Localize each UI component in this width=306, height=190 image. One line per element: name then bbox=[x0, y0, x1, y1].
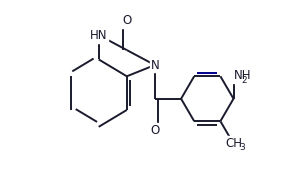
Text: 2: 2 bbox=[241, 76, 247, 85]
Text: O: O bbox=[122, 14, 131, 27]
Text: NH: NH bbox=[233, 69, 251, 82]
Text: 3: 3 bbox=[240, 143, 245, 152]
Text: O: O bbox=[150, 124, 159, 137]
Text: CH: CH bbox=[225, 137, 242, 150]
Text: HN: HN bbox=[90, 28, 107, 42]
Text: N: N bbox=[151, 59, 159, 72]
